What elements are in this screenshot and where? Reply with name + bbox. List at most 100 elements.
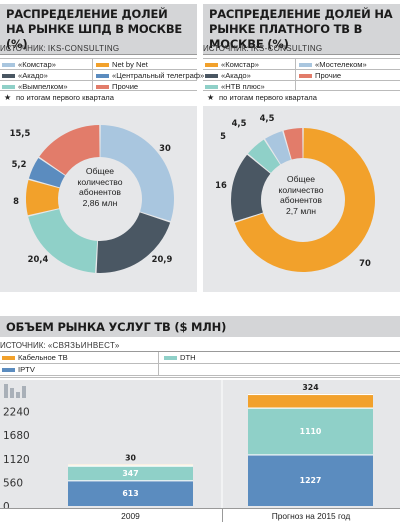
star-icon: ★ <box>4 93 12 102</box>
left-center-line3: абонентов <box>79 187 121 197</box>
bottom-title: ОБЪЕМ РЫНКА УСЛУГ ТВ ($ МЛН) <box>6 320 227 334</box>
bar-segment <box>248 393 373 408</box>
left-center-line2: количество <box>77 176 123 187</box>
legend-label: DTH <box>180 353 196 362</box>
left-footnote-text: по итогам первого квартала <box>16 93 114 102</box>
donut-slice <box>248 139 281 173</box>
bar-segment <box>68 480 193 506</box>
donut-data-label: 15,5 <box>10 128 31 138</box>
bar-data-label: 613 <box>122 489 138 498</box>
legend-label: Прочие <box>112 82 139 91</box>
left-panel-title: РАСПРЕДЕЛЕНИЕ ДОЛЕЙ НА РЫНКЕ ШПД В МОСКВ… <box>0 4 197 55</box>
legend-swatch <box>2 74 15 78</box>
left-center-text: Общее количество абонентов 2,86 млн <box>55 166 145 208</box>
bottom-panel: ОБЪЕМ РЫНКА УСЛУГ ТВ ($ МЛН) ИСТОЧНИК: «… <box>0 316 400 524</box>
right-donut-chart: 70 16 5 4,5 4,5 <box>215 113 375 272</box>
bar-data-label: 324 <box>302 383 319 392</box>
left-title-line1: РАСПРЕДЕЛЕНИЕ ДОЛЕЙ <box>6 7 168 21</box>
legend-swatch <box>205 63 218 67</box>
star-icon: ★ <box>207 93 215 102</box>
donut-slice <box>265 131 291 165</box>
bottom-source: ИСТОЧНИК: «СВЯЗЬИНВЕСТ» <box>0 340 400 352</box>
left-source: ИСТОЧНИК: IKS-CONSULTING <box>0 43 197 55</box>
bar-data-label: 30 <box>125 453 136 462</box>
legend-label: IPTV <box>18 365 35 374</box>
donut-slice <box>283 128 303 160</box>
bar-segment <box>248 454 373 506</box>
legend-swatch <box>2 356 15 360</box>
left-center-line1: Общее <box>85 166 115 176</box>
legend-swatch <box>299 63 312 67</box>
donut-slice <box>100 125 175 222</box>
legend-swatch <box>299 74 312 78</box>
donut-data-label: 70 <box>359 258 371 268</box>
left-source-label: ИСТОЧНИК: <box>0 44 46 53</box>
legend-swatch <box>96 63 109 67</box>
donut-data-label: 20,9 <box>152 254 173 264</box>
bar-segment <box>68 465 193 481</box>
y-tick-label: 2240 <box>3 407 30 419</box>
legend-label: Net by Net <box>112 60 148 69</box>
left-panel: РАСПРЕДЕЛЕНИЕ ДОЛЕЙ НА РЫНКЕ ШПД В МОСКВ… <box>0 0 204 296</box>
bottom-panel-title: ОБЪЕМ РЫНКА УСЛУГ ТВ ($ МЛН) <box>0 316 400 337</box>
right-center-text: Общее количество абонентов 2,7 млн <box>261 174 341 216</box>
legend-label: «Акадо» <box>18 71 48 80</box>
left-donut-chart: 30 20,9 20,4 8 5,2 15,5 <box>10 125 175 273</box>
donut-data-label: 5,2 <box>12 159 27 169</box>
bar-chart: 0 560 1120 1680 2240 613 347 30 1227 1110 324 <box>3 380 373 508</box>
donut-slice <box>96 212 171 273</box>
left-center-line4: 2,86 млн <box>82 197 118 208</box>
donut-slice <box>28 209 98 273</box>
donut-data-label: 20,4 <box>28 254 49 264</box>
legend-swatch <box>164 356 177 360</box>
legend-swatch <box>2 85 15 89</box>
right-source-name: IKS-CONSULTING <box>250 44 323 53</box>
y-tick-label: 1680 <box>3 430 30 442</box>
donut-data-label: 4,5 <box>260 113 275 123</box>
right-center-line3: абонентов <box>280 195 322 205</box>
donut-data-label: 4,5 <box>232 118 247 128</box>
right-center-line4: 2,7 млн <box>285 205 316 216</box>
legend-swatch <box>96 74 109 78</box>
right-panel: РАСПРЕДЕЛЕНИЕ ДОЛЕЙ НА РЫНКЕ ПЛАТНОГО ТВ… <box>203 0 400 296</box>
bottom-source-label: ИСТОЧНИК: <box>0 341 46 350</box>
bar-data-label: 347 <box>122 469 138 478</box>
donut-data-label: 30 <box>159 143 171 153</box>
donut-slice <box>25 179 60 216</box>
y-tick-label: 560 <box>3 477 23 489</box>
legend-swatch <box>2 368 15 372</box>
y-tick-label: 1120 <box>3 454 30 466</box>
legend-label: «Вымпелком» <box>18 82 68 91</box>
bar-chart-icon <box>4 384 26 398</box>
bar-data-label: 1110 <box>300 427 322 436</box>
bottom-source-name: «СВЯЗЬИНВЕСТ» <box>47 341 120 350</box>
donut-data-label: 16 <box>215 180 227 190</box>
right-panel-title: РАСПРЕДЕЛЕНИЕ ДОЛЕЙ НА РЫНКЕ ПЛАТНОГО ТВ… <box>203 4 400 55</box>
x-category-label: Прогноз на 2015 год <box>271 511 351 521</box>
donut-slice <box>39 125 100 176</box>
right-source: ИСТОЧНИК: IKS-CONSULTING <box>203 43 400 55</box>
donut-slice <box>28 158 66 188</box>
donut-data-label: 5 <box>220 131 226 141</box>
donut-slice <box>231 154 271 222</box>
donut-data-label: 8 <box>13 196 19 206</box>
right-footnote-text: по итогам первого квартала <box>219 93 317 102</box>
legend-label: «НТВ плюс» <box>221 82 265 91</box>
bar-data-label: 1227 <box>300 476 322 485</box>
legend-label: «Акадо» <box>221 71 251 80</box>
legend-swatch <box>205 85 218 89</box>
legend-label: «Центральный телеграф» <box>112 71 205 80</box>
legend-swatch <box>205 74 218 78</box>
legend-swatch <box>96 85 109 89</box>
legend-label: Кабельное ТВ <box>18 353 68 362</box>
y-tick-label: 0 <box>3 501 10 508</box>
right-title-line1: РАСПРЕДЕЛЕНИЕ ДОЛЕЙ НА <box>209 7 393 21</box>
legend-swatch <box>2 63 15 67</box>
right-source-label: ИСТОЧНИК: <box>203 44 249 53</box>
x-category-label: 2009 <box>121 511 140 521</box>
legend-label: Прочие <box>315 71 342 80</box>
bar-segment <box>248 407 373 455</box>
donut-slice <box>234 128 375 272</box>
right-title-line2: РЫНКЕ ПЛАТНОГО ТВ В МОСКВЕ (%) <box>209 22 363 51</box>
legend-label: «Мостелеком» <box>315 60 367 69</box>
